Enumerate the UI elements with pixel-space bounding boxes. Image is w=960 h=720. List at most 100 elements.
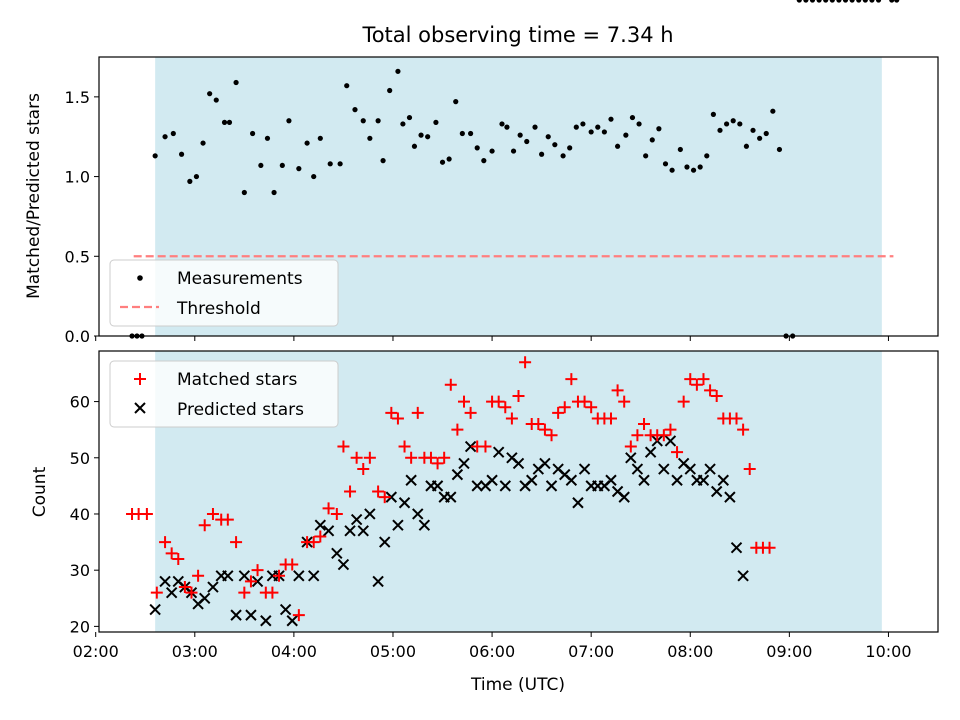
matched-star-point [657, 429, 670, 442]
matched-star-point [565, 373, 578, 386]
predicted-star-point [565, 474, 578, 486]
measurement-point [894, 0, 900, 3]
measurement-point [842, 0, 849, 3]
measurement-point [601, 129, 607, 135]
measurement-point [816, 0, 822, 3]
predicted-star-point [322, 525, 335, 537]
predicted-star-point [149, 603, 161, 616]
predicted-star-point [230, 609, 242, 621]
measurement-point [226, 119, 233, 125]
xtick-label: 03:00 [172, 642, 218, 661]
measurement-point [524, 138, 530, 145]
bottom-ytick-label: 60 [70, 393, 90, 412]
matched-star-point [464, 406, 477, 419]
matched-star-point [438, 451, 451, 464]
measurement-point [439, 159, 446, 165]
measurement-point [757, 135, 763, 141]
measurement-point [545, 134, 551, 140]
measurement-point [629, 114, 636, 121]
measurement-point [776, 146, 783, 153]
legend-threshold-label: Threshold [176, 299, 261, 319]
matched-star-point [150, 586, 163, 599]
measurement-point [517, 132, 523, 138]
measurement-point [380, 158, 386, 164]
predicted-star-point [379, 536, 391, 548]
measurement-point [743, 143, 750, 149]
measurement-point [677, 146, 683, 153]
matched-star-point [479, 440, 492, 453]
top-ytick-label: 1.5 [65, 88, 90, 107]
measurement-point [221, 119, 228, 125]
matched-star-point [451, 423, 464, 436]
measurement-point [856, 0, 862, 3]
legend-measurements-marker [137, 275, 143, 281]
measurement-point [684, 164, 690, 170]
measurement-point [608, 116, 614, 122]
matched-star-point [512, 389, 525, 402]
measurement-point [264, 135, 271, 141]
measurement-point [532, 124, 538, 130]
top-ylabel: Matched/Predicted stars [24, 93, 44, 299]
measurement-point [697, 164, 703, 170]
matched-star-point [230, 536, 243, 549]
matched-star-point [457, 395, 470, 408]
predicted-star-point [385, 491, 398, 503]
measurement-point [796, 0, 802, 3]
measurement-point [803, 0, 809, 3]
matched-star-point [697, 373, 710, 386]
measurement-point [367, 135, 373, 141]
matched-star-point [307, 536, 320, 549]
measurement-point [193, 173, 200, 180]
matched-star-point [330, 507, 343, 520]
matched-star-point [684, 373, 697, 386]
measurement-point [344, 83, 350, 89]
matched-star-point [140, 507, 153, 520]
matched-star-point [159, 536, 172, 549]
predicted-star-point [539, 457, 551, 470]
predicted-star-point [159, 575, 171, 588]
predicted-star-point [405, 474, 417, 486]
matched-star-point [444, 378, 457, 391]
bottom-ytick-label: 30 [70, 561, 90, 580]
predicted-star-point [737, 570, 749, 582]
measurement-point [337, 161, 343, 167]
matched-star-point [322, 502, 335, 515]
matched-star-point [172, 552, 185, 565]
predicted-star-point [293, 570, 305, 582]
xtick-label: 04:00 [271, 642, 317, 661]
bottom-legend-box [109, 360, 339, 428]
measurement-point [395, 68, 401, 74]
matched-star-point [363, 451, 376, 464]
measurement-point [187, 178, 193, 184]
top-ytick-label: 1.0 [65, 168, 90, 187]
predicted-star-point [165, 586, 178, 599]
predicted-star-point [331, 547, 343, 560]
predicted-star-point [471, 480, 483, 492]
predicted-star-point [418, 519, 431, 531]
xlabel: Time (UTC) [470, 675, 565, 695]
bottom-axis-ticks: 02:00 03:00 04:00 05:00 06:00 07:00 08:00 09:00… [70, 393, 912, 661]
measurement-point [468, 130, 474, 137]
measurement-point [737, 121, 743, 127]
matched-star-point [585, 401, 598, 414]
measurement-point [411, 143, 418, 149]
matched-star-point [519, 356, 532, 369]
measurement-point [595, 124, 601, 130]
measurement-point [249, 130, 256, 137]
measurement-point [241, 189, 247, 196]
top-axes-frame [98, 56, 939, 337]
matched-star-point [244, 575, 257, 588]
legend-matched-label: Matched stars [177, 370, 297, 390]
matched-star-point [578, 395, 591, 408]
measurement-point [170, 130, 176, 137]
predicted-star-point [664, 435, 677, 447]
top-legend-box [109, 259, 339, 327]
predicted-star-point [625, 452, 637, 464]
measurement-point [763, 130, 769, 137]
predicted-star-point [314, 519, 327, 531]
measurement-point [552, 142, 558, 148]
bottom-legend: Matched stars Predicted stars [109, 360, 339, 428]
measurement-point [360, 118, 366, 124]
matched-star-point [558, 401, 571, 414]
